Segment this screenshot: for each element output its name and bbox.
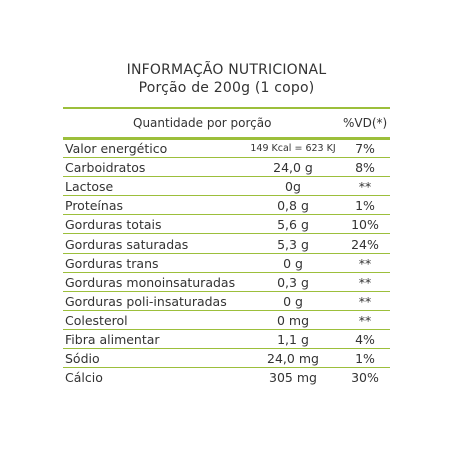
amount: 0 g [283,293,303,309]
amount: 24,0 g [273,160,313,176]
daily-value: ** [358,293,372,309]
nutrient: Colesterol [65,312,128,328]
amount: 5,3 g [277,236,309,252]
nutrient: Proteínas [65,198,123,214]
table-row: Colesterol 0 mg ** [63,311,390,330]
nutrient: Valor energético [65,141,168,156]
table-row: Fibra alimentar 1,1 g 4% [63,330,390,349]
daily-value: 7% [355,141,375,156]
nutrient: Gorduras totais [65,217,162,233]
amount: 5,6 g [277,217,309,233]
table-header: Quantidade por porção %VD(*) [63,107,390,140]
nutrient: Lactose [65,179,114,195]
table-row: Sódio 24,0 mg 1% [63,349,390,369]
nutrient: Sódio [65,351,100,367]
subtitle: Porção de 200g (1 copo) [138,80,315,96]
nutrient: Gorduras poli-insaturadas [65,293,227,309]
daily-value: 10% [351,217,379,233]
table-row: Gorduras monoinsaturadas 0,3 g ** [63,273,390,292]
table-row: Gorduras poli-insaturadas 0 g ** [63,292,390,311]
nutrient: Gorduras trans [65,255,159,271]
amount: 305 mg [269,370,317,386]
table-row: Proteínas 0,8 g 1% [63,196,390,216]
table-row: Lactose 0g ** [63,177,390,197]
table-row: Carboidratos 24,0 g 8% [63,158,390,178]
amount: 149 Kcal = 623 KJ [250,143,336,154]
nutrient: Cálcio [65,370,103,386]
title: INFORMAÇÃO NUTRICIONAL [126,62,327,78]
table-row: Cálcio 305 mg 30% [63,368,390,386]
nutrient: Carboidratos [65,160,146,176]
amount: 0g [285,179,301,195]
daily-value: 1% [355,198,375,214]
daily-value: ** [358,312,372,328]
table-row: Valor energético 149 Kcal = 623 KJ 7% [63,139,390,158]
amount: 0,3 g [277,274,309,290]
amount: 24,0 mg [267,351,319,367]
daily-value: ** [358,179,372,195]
table-row: Gorduras trans 0 g ** [63,254,390,273]
daily-value: ** [358,274,372,290]
daily-value: 8% [355,160,375,176]
daily-value: 4% [355,332,375,347]
nutrient: Fibra alimentar [65,332,160,347]
daily-value: 30% [351,370,379,386]
nutrient: Gorduras monoinsaturadas [65,274,236,290]
table-row: Gorduras totais 5,6 g 10% [63,215,390,235]
column-header: Quantidade por porção [133,116,272,130]
daily-value: 1% [355,351,375,367]
nutrient: Gorduras saturadas [65,236,189,252]
amount: 1,1 g [277,332,309,347]
daily-value: 24% [351,236,379,252]
amount: 0 g [283,255,303,271]
table-row: Gorduras saturadas 5,3 g 24% [63,235,390,254]
amount: 0,8 g [277,198,309,214]
daily-value: ** [358,255,372,271]
column-header: %VD(*) [343,116,388,130]
amount: 0 mg [276,312,310,328]
